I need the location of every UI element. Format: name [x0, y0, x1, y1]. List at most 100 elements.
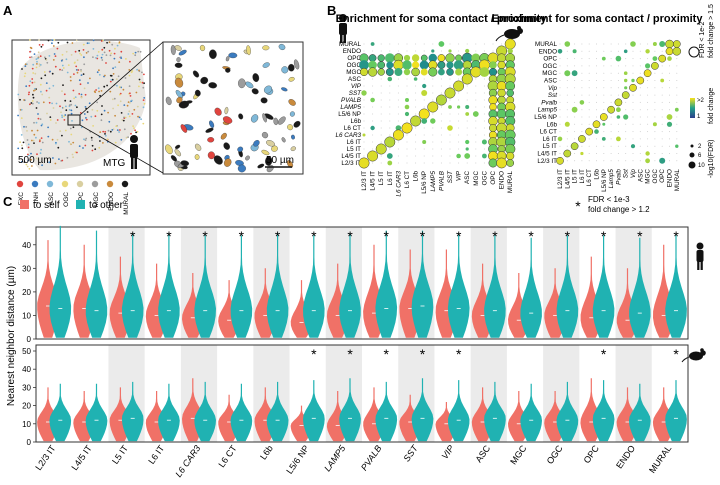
- bubble: [617, 80, 619, 81]
- cell-dot: [94, 115, 97, 118]
- cell-dot: [65, 105, 67, 108]
- violin-other: [484, 381, 506, 442]
- cell-dot: [62, 107, 65, 109]
- bubble: [395, 125, 402, 131]
- bubble: [654, 138, 656, 140]
- bubble: [661, 145, 663, 147]
- cell-dot: [47, 126, 49, 129]
- bubble: [406, 148, 408, 150]
- cell-dot: [69, 143, 72, 145]
- cell-dot: [19, 98, 21, 101]
- cell-dot: [99, 94, 101, 97]
- bubble: [676, 72, 678, 74]
- cell-dot: [100, 56, 103, 59]
- cell-dot: [120, 57, 123, 59]
- bubble: [596, 145, 597, 147]
- matrix-col-label: L6 CT: [404, 171, 411, 188]
- significance-star: *: [601, 346, 607, 362]
- cell-dot: [46, 61, 49, 64]
- bubble: [449, 141, 451, 143]
- y-tick-label: 0: [27, 335, 32, 344]
- bubble: [506, 159, 515, 167]
- violin-other: [121, 381, 144, 442]
- bubble: [389, 92, 391, 94]
- bubble: [588, 65, 590, 67]
- cell-dot: [29, 56, 31, 59]
- matrix-col-label: OPC: [659, 169, 666, 183]
- cell-dot: [92, 48, 95, 50]
- cell-dot: [21, 144, 23, 147]
- legend-label-inh: INH: [33, 192, 40, 204]
- bubble: [372, 141, 374, 143]
- cell-dot: [29, 103, 31, 106]
- cell-dot: [116, 129, 119, 132]
- x-category-label: L6 IT: [146, 443, 166, 466]
- cell-dot: [27, 159, 30, 162]
- cell-dot: [41, 123, 44, 126]
- cell-dot: [109, 90, 112, 93]
- bubble: [669, 80, 670, 81]
- bubble: [397, 155, 399, 157]
- cell-dot: [61, 64, 64, 67]
- bubble: [475, 141, 477, 143]
- bubble: [397, 99, 399, 101]
- cell-dot: [113, 97, 116, 100]
- cell-dot: [88, 42, 90, 44]
- violin-other: [447, 233, 470, 338]
- zoom-cell: [288, 77, 295, 82]
- bubble: [423, 106, 425, 108]
- zoom-cell: [238, 113, 244, 120]
- bubble: [389, 148, 391, 150]
- cell-dot: [27, 93, 30, 96]
- cell-dot: [96, 101, 98, 104]
- cell-dot: [96, 54, 99, 57]
- zoom-line-bottom: [79, 124, 164, 174]
- significance-star: *: [202, 228, 208, 244]
- cell-dot: [61, 53, 64, 56]
- x-category-label: OPC: [582, 443, 602, 465]
- cell-dot: [31, 129, 33, 132]
- bubble: [475, 134, 477, 136]
- bubble: [415, 85, 417, 87]
- bubble: [603, 72, 605, 74]
- cell-dot: [59, 105, 61, 108]
- violin-frame: [35, 344, 689, 443]
- bubble: [440, 134, 442, 136]
- x-category-label: ENDO: [614, 443, 637, 470]
- bubble: [449, 113, 451, 115]
- cell-dot: [38, 39, 40, 41]
- cell-dot: [23, 75, 26, 78]
- bubble: [666, 121, 673, 127]
- bubble: [566, 50, 568, 52]
- bubble: [358, 157, 370, 169]
- bubble: [645, 63, 651, 69]
- bubble: [380, 113, 382, 115]
- cell-dot: [74, 96, 77, 98]
- significance-star: *: [384, 346, 390, 362]
- bubble: [610, 58, 612, 60]
- bubble: [647, 138, 649, 140]
- bubble: [415, 106, 417, 108]
- bubble: [639, 87, 641, 89]
- cell-dot: [49, 116, 52, 118]
- size-legend-small: [690, 144, 694, 148]
- cell-dot: [82, 147, 84, 149]
- cell-dot: [100, 113, 103, 116]
- bubble: [372, 120, 374, 122]
- bubble: [475, 43, 477, 45]
- violin-other: [266, 381, 289, 442]
- bubble: [415, 162, 417, 164]
- bubble: [363, 43, 365, 45]
- cell-dot: [120, 50, 123, 53]
- bubble: [647, 123, 649, 125]
- bubble: [566, 160, 568, 162]
- violin-other: [230, 383, 253, 442]
- bubble: [581, 50, 583, 52]
- bubble: [370, 97, 375, 103]
- violin-other: [194, 381, 216, 442]
- legend-other-label: to other: [89, 200, 124, 211]
- x-axis-labels: L2/3 IT L4/5 IT L5 IT L6 IT L6 CAR3 L6 CT L6b L…: [33, 442, 673, 479]
- cell-dot: [53, 39, 56, 41]
- bubble: [385, 53, 395, 63]
- bubble: [610, 123, 612, 125]
